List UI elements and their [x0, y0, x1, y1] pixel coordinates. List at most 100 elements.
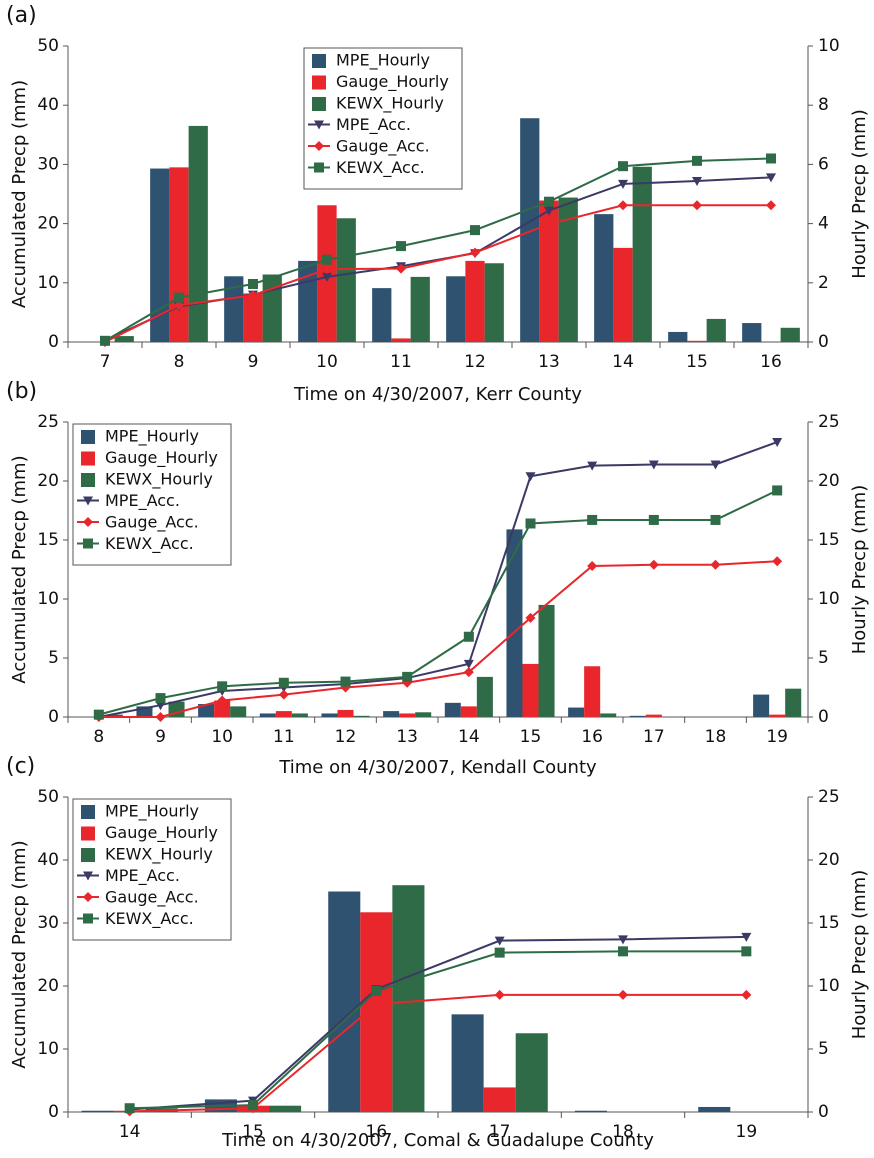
x-tick-label: 14	[119, 1122, 141, 1142]
bar	[391, 338, 411, 342]
legend-box	[72, 798, 232, 941]
bar	[785, 688, 802, 717]
marker	[741, 989, 752, 1000]
marker	[83, 871, 93, 881]
bar	[451, 1014, 484, 1112]
marker	[470, 247, 480, 258]
x-tick-label: 8	[174, 352, 185, 372]
y-tick-label: 40	[37, 850, 59, 870]
x-axis-label: Time on 4/30/2007, Kerr County	[293, 384, 582, 405]
bar	[538, 604, 555, 717]
marker	[83, 496, 93, 506]
marker	[83, 892, 93, 902]
bar	[506, 529, 523, 717]
bar	[243, 293, 263, 342]
bar	[698, 1106, 731, 1112]
line	[98, 441, 778, 718]
y2-tick-label: 10	[818, 36, 840, 56]
bar	[645, 714, 662, 717]
bar	[136, 706, 153, 717]
bar	[613, 247, 633, 342]
y2-axis-label: Hourly Precp (mm)	[849, 870, 870, 1040]
y2-tick-label: 10	[818, 589, 840, 609]
marker	[248, 290, 258, 301]
marker	[402, 671, 413, 682]
marker	[248, 1100, 258, 1111]
legend-text: KEWX_Acc.	[105, 534, 194, 554]
y-tick-label: 15	[37, 530, 59, 550]
bar	[291, 713, 308, 717]
marker	[525, 612, 536, 623]
legend-text: MPE_Hourly	[336, 51, 430, 71]
bar	[321, 713, 338, 717]
line	[129, 950, 747, 1110]
marker	[741, 946, 752, 957]
marker	[710, 559, 721, 570]
legend-text: Gauge_Hourly	[336, 72, 449, 92]
y2-tick-label: 15	[818, 530, 840, 550]
bar	[484, 263, 504, 342]
x-tick-label: 8	[93, 727, 104, 747]
marker	[371, 986, 382, 997]
legend-box	[72, 423, 232, 566]
x-tick-label: 9	[155, 727, 166, 747]
bar	[169, 167, 189, 342]
legend-swatch	[81, 451, 95, 466]
y2-tick-label: 5	[818, 648, 829, 668]
marker	[217, 695, 228, 706]
bar	[769, 714, 786, 717]
bar	[483, 1087, 516, 1112]
marker	[525, 472, 536, 482]
marker	[648, 514, 659, 525]
bar	[275, 711, 292, 717]
marker	[766, 200, 776, 211]
x-tick-label: 13	[396, 727, 418, 747]
y2-tick-label: 25	[818, 787, 840, 807]
marker	[494, 947, 505, 958]
marker	[648, 559, 659, 570]
bar	[259, 713, 276, 717]
legend-swatch	[81, 805, 95, 819]
bar	[114, 336, 134, 342]
bar	[81, 1110, 114, 1112]
y2-tick-label: 15	[818, 913, 840, 933]
marker	[322, 264, 332, 275]
marker	[155, 701, 166, 711]
x-tick-label: 16	[581, 727, 603, 747]
bar	[262, 274, 282, 342]
bar	[328, 891, 361, 1112]
x-tick-label: 7	[100, 352, 111, 372]
bar	[574, 1110, 607, 1112]
bar	[336, 218, 356, 342]
bar	[706, 318, 726, 342]
bar	[522, 663, 539, 717]
y-tick-label: 10	[37, 589, 59, 609]
y-tick-label: 20	[37, 471, 59, 491]
bar	[444, 702, 461, 717]
panel-label: (b)	[6, 379, 37, 404]
marker	[100, 335, 110, 346]
x-tick-label: 16	[760, 352, 782, 372]
bar	[399, 713, 416, 717]
bar	[629, 715, 646, 717]
legend-swatch	[312, 97, 326, 111]
legend-swatch	[312, 54, 326, 68]
y-axis-label: Accumulated Precp (mm)	[9, 840, 30, 1068]
marker	[710, 460, 721, 470]
bar	[632, 166, 652, 342]
panel-label: (c)	[6, 754, 35, 779]
y-tick-label: 0	[48, 1102, 59, 1122]
bar	[198, 704, 215, 717]
bar	[269, 1105, 302, 1112]
marker	[618, 935, 628, 945]
bar	[584, 666, 601, 717]
marker	[618, 946, 628, 957]
x-tick-label: 15	[520, 727, 542, 747]
marker	[544, 219, 554, 230]
y2-axis-label: Hourly Precp (mm)	[849, 109, 870, 279]
legend-text: Gauge_Acc.	[105, 513, 199, 533]
bar	[558, 197, 578, 342]
marker	[83, 517, 93, 527]
legend-text: KEWX_Hourly	[336, 94, 444, 114]
x-tick-label: 17	[489, 1122, 511, 1142]
